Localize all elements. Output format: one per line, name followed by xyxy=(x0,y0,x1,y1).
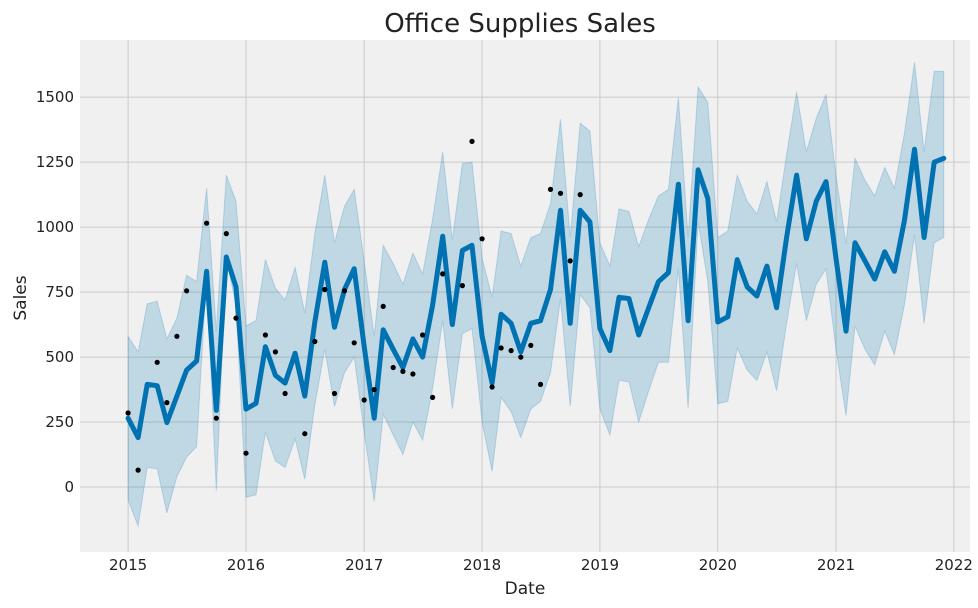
y-tick-labels: 0 250 500 750 1000 1250 1500 xyxy=(36,88,74,496)
data-point xyxy=(233,315,239,321)
y-tick-label: 1500 xyxy=(36,88,74,106)
data-point xyxy=(420,332,426,338)
data-point xyxy=(371,387,377,393)
x-tick-label: 2017 xyxy=(345,556,383,574)
x-tick-label: 2018 xyxy=(463,556,501,574)
forecast-line xyxy=(125,146,947,441)
x-tick-label: 2022 xyxy=(935,556,973,574)
data-point xyxy=(459,283,465,289)
uncertainty-band xyxy=(127,62,945,528)
data-point xyxy=(380,303,386,309)
data-point xyxy=(223,231,229,237)
data-point xyxy=(243,450,249,456)
data-point xyxy=(184,288,190,294)
data-point xyxy=(272,349,278,355)
data-point xyxy=(537,381,544,387)
y-tick-label: 250 xyxy=(45,413,74,431)
data-point xyxy=(557,190,564,196)
x-tick-label: 2016 xyxy=(227,556,265,574)
data-point xyxy=(440,271,446,277)
y-axis-title: Sales xyxy=(11,275,31,320)
x-tick-labels: 2015 2016 2017 2018 2019 2020 2021 2022 xyxy=(109,556,973,574)
data-point xyxy=(400,368,406,374)
x-tick-label: 2015 xyxy=(109,556,147,574)
x-tick-label: 2020 xyxy=(699,556,737,574)
data-point xyxy=(479,236,485,242)
data-point xyxy=(528,342,534,348)
data-point xyxy=(174,333,180,339)
data-point xyxy=(577,192,583,198)
data-point xyxy=(331,390,338,397)
data-point xyxy=(213,415,219,421)
data-point xyxy=(341,288,348,294)
data-point xyxy=(518,354,524,360)
data-point xyxy=(567,258,573,264)
y-tick-label: 0 xyxy=(64,478,74,496)
x-tick-label: 2019 xyxy=(581,556,619,574)
data-point xyxy=(312,338,318,345)
data-point xyxy=(430,394,436,400)
gridlines xyxy=(80,40,970,552)
data-point xyxy=(154,359,160,365)
data-point xyxy=(361,397,367,403)
data-point xyxy=(125,410,131,416)
actual-points xyxy=(125,138,583,473)
data-point xyxy=(164,400,170,406)
y-tick-label: 500 xyxy=(45,348,74,366)
chart-title: Office Supplies Sales xyxy=(384,9,656,39)
data-point xyxy=(135,467,141,473)
data-point xyxy=(498,345,504,351)
data-point xyxy=(508,348,514,354)
data-point xyxy=(204,220,210,226)
data-point xyxy=(469,138,475,144)
data-point xyxy=(547,186,554,192)
data-point xyxy=(351,340,357,346)
y-tick-label: 750 xyxy=(45,283,74,301)
data-point xyxy=(322,286,328,293)
x-tick-label: 2021 xyxy=(817,556,855,574)
y-tick-label: 1000 xyxy=(36,218,74,236)
data-point xyxy=(489,384,495,390)
y-tick-label: 1250 xyxy=(36,153,74,171)
x-axis-title: Date xyxy=(505,579,546,599)
data-point xyxy=(282,390,288,397)
data-point xyxy=(302,431,308,437)
data-point xyxy=(390,364,396,371)
data-point xyxy=(410,371,416,377)
data-point xyxy=(262,332,268,338)
plot-area xyxy=(80,40,970,552)
